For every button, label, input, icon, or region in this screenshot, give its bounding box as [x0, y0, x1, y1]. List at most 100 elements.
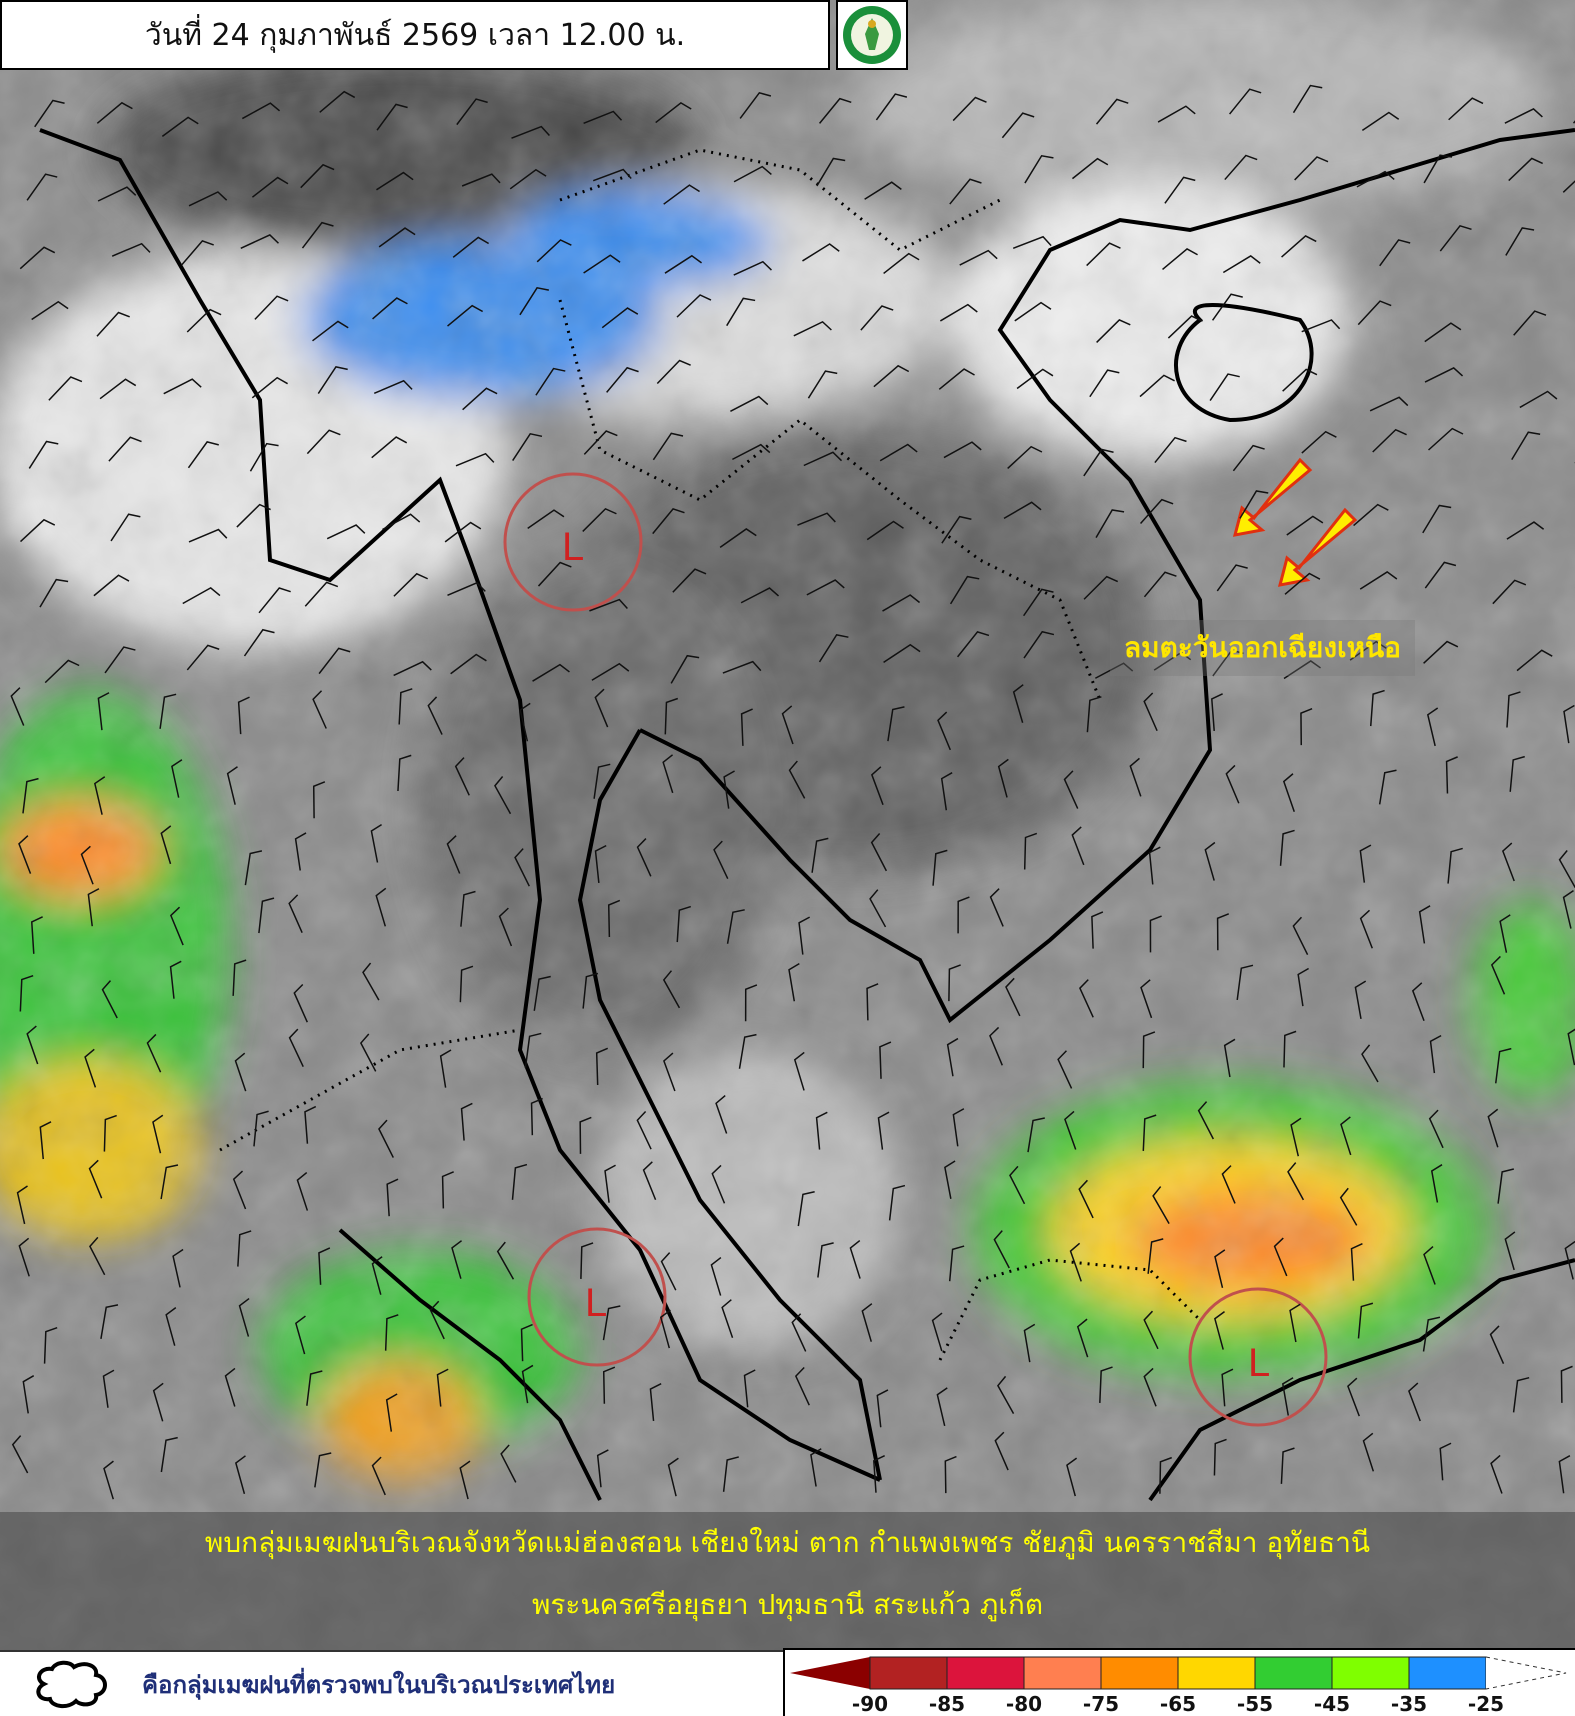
wind-barb: [1408, 1382, 1421, 1422]
wind-barb: [378, 1119, 394, 1158]
scale-label: -25: [1467, 1692, 1505, 1716]
wind-barb: [591, 662, 630, 681]
wind-barb: [948, 964, 961, 1002]
wind-barb: [1009, 1165, 1026, 1205]
wind-barb: [452, 236, 489, 258]
wind-barb: [1069, 1242, 1082, 1282]
wind-barb: [1129, 757, 1142, 797]
wind-barb: [1149, 915, 1162, 953]
wind-barb: [806, 579, 845, 596]
wind-barb: [1504, 108, 1543, 124]
wind-barb: [1143, 571, 1177, 598]
wind-arrow-icon: [1277, 507, 1358, 587]
wind-barb: [1239, 490, 1269, 519]
wind-barb: [1289, 1303, 1301, 1343]
wind-barb: [937, 711, 951, 751]
wind-barb: [1357, 300, 1392, 326]
wind-barb: [359, 1033, 377, 1072]
wind-barb: [1076, 1318, 1089, 1358]
wind-barb: [511, 125, 550, 139]
wind-barb: [371, 1456, 386, 1496]
wind-barb: [524, 1032, 542, 1069]
wind-barb: [1418, 905, 1431, 944]
wind-barb: [1422, 504, 1452, 534]
wind-barb: [1211, 293, 1243, 321]
wind-barb: [1197, 1101, 1214, 1140]
wind-barb: [1001, 112, 1035, 139]
wind-barb: [1071, 826, 1085, 866]
wind-barb: [1445, 756, 1458, 794]
wind-barb: [1221, 1165, 1236, 1204]
wind-barb: [662, 754, 674, 794]
wind-barb: [1422, 1316, 1441, 1352]
wind-barb: [810, 1448, 822, 1487]
wind-barb: [19, 246, 56, 270]
wind-barb: [1292, 84, 1323, 114]
wind-barb: [1519, 390, 1558, 409]
wind-barb: [31, 300, 69, 321]
wind-barb: [1096, 319, 1131, 343]
wind-barb: [652, 508, 685, 535]
wind-barb: [108, 436, 142, 462]
wind-barb: [1429, 1034, 1442, 1074]
wind-barb: [152, 1382, 164, 1422]
wind-barb: [604, 1164, 616, 1203]
wind-barb: [1562, 180, 1575, 193]
wind-barb: [398, 688, 413, 725]
caption-line-2: พระนครศรีอยุธยา ปทุมธานี สระแก้ว ภูเก็ต: [531, 1588, 1044, 1621]
wind-barb: [530, 1097, 543, 1136]
wind-barb: [519, 702, 531, 742]
wind-barb: [875, 93, 908, 121]
wind-barb: [1359, 844, 1372, 883]
wind-barb: [664, 254, 703, 274]
low-label: L: [585, 1281, 607, 1325]
wind-barb: [1091, 911, 1104, 949]
wind-barb: [1216, 913, 1230, 951]
wind-barb: [1300, 708, 1313, 746]
wind-barb: [788, 760, 806, 799]
wind-barb: [100, 1304, 119, 1339]
wind-barb: [373, 379, 413, 395]
wind-barb: [744, 984, 758, 1022]
wind-barb: [454, 757, 470, 796]
wind-barb: [1281, 235, 1317, 258]
wind-barb: [1154, 436, 1187, 464]
wind-barb: [656, 359, 691, 385]
wind-barb: [1423, 640, 1459, 664]
wind-barb: [97, 692, 110, 731]
wind-barb: [793, 320, 832, 337]
wind-barb: [956, 630, 990, 658]
wind-barb: [312, 690, 327, 729]
wind-barb: [815, 1111, 828, 1150]
wind-barb: [152, 1114, 164, 1154]
wind-barb: [710, 1256, 722, 1296]
low-circle: [503, 472, 643, 612]
low-circle: [1188, 1287, 1328, 1427]
wind-barb: [318, 1247, 331, 1285]
wind-barb: [738, 1033, 757, 1069]
wind-barb: [1236, 964, 1254, 1001]
wind-barb: [378, 227, 416, 248]
wind-barb: [312, 781, 326, 819]
wind-barb: [1083, 575, 1119, 600]
wind-barb: [936, 1387, 948, 1427]
wind-barb: [1162, 248, 1198, 271]
wind-barb: [583, 110, 623, 125]
wind-barb: [537, 561, 572, 587]
wind-barb: [797, 1190, 815, 1227]
wind-barb: [447, 581, 486, 597]
wind-barb: [1357, 1302, 1374, 1339]
wind-barb: [1152, 1186, 1170, 1225]
wind-barb: [258, 587, 291, 614]
wind-barb: [1428, 1109, 1444, 1149]
wind-barb: [1279, 829, 1295, 866]
wind-barb: [237, 696, 250, 735]
wind-barb: [1487, 1108, 1499, 1148]
wind-barb: [462, 387, 498, 411]
wind-barb: [733, 165, 772, 183]
wind-barb: [1023, 588, 1054, 617]
wind-barb: [1214, 1249, 1226, 1288]
wind-barb: [722, 660, 762, 674]
wind-barb: [601, 307, 639, 329]
wind-barb: [1567, 1028, 1575, 1066]
